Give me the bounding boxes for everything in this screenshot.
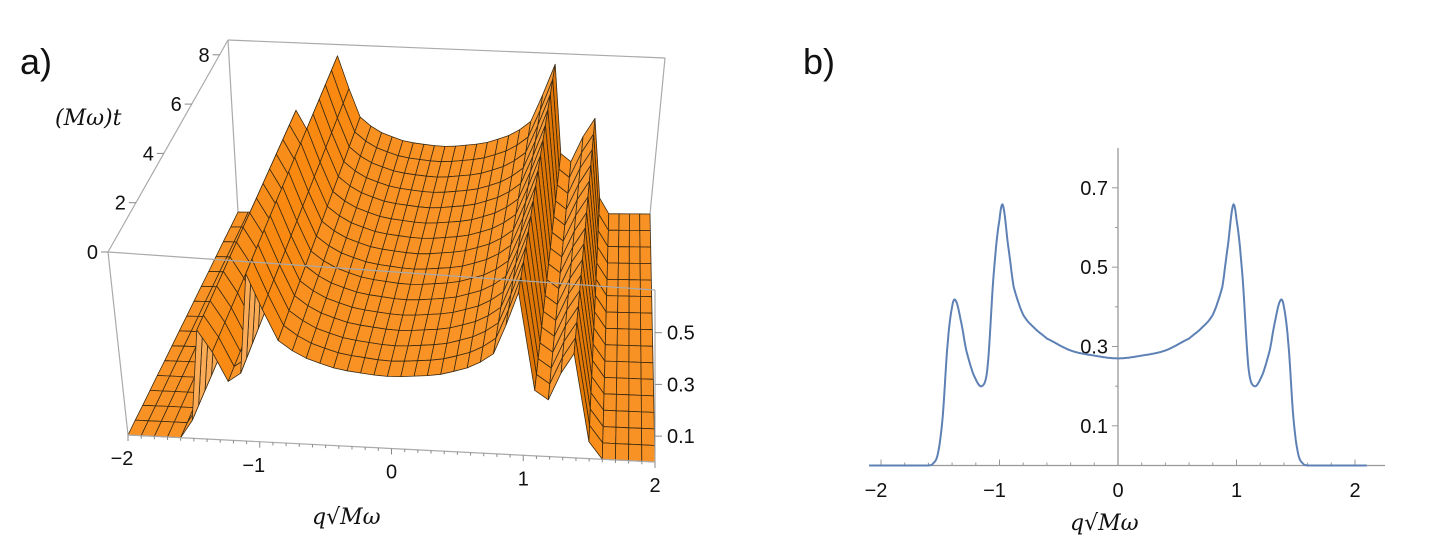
y-tick-label: 0.5: [1080, 257, 1108, 279]
surface-patch: [640, 361, 654, 380]
t-tick-label: 8: [199, 45, 210, 67]
surface-patch: [603, 377, 618, 395]
surface-patch: [639, 262, 652, 281]
surface-patch: [628, 345, 642, 363]
surface-patch: [616, 344, 630, 363]
surface-patch: [616, 377, 630, 396]
surface-patch: [617, 262, 630, 281]
surface-patch: [604, 360, 618, 379]
q-tick-label: −2: [111, 448, 134, 470]
box-edge: [649, 57, 666, 215]
t-axis-label: (Mω)t: [55, 106, 122, 131]
box-edge: [107, 251, 656, 291]
z-tick-label: 0.5: [667, 323, 695, 345]
surface-patch: [641, 427, 656, 446]
surface-patch: [639, 229, 652, 248]
surface-plot: −2 −1 0 1 2 0 2 4 6 8 0.1 0.3 0.5 (Mω)t q√Mω: [55, 39, 695, 530]
box-edge: [227, 39, 666, 59]
box-edge: [107, 251, 129, 436]
x-tick-label: 0: [1112, 480, 1123, 502]
surface-patch: [615, 443, 630, 462]
q-axis-label-b: q√Mω: [1070, 511, 1139, 536]
surface-patch: [628, 328, 642, 347]
q-tick-label: −1: [242, 455, 265, 477]
surface-patch: [602, 409, 617, 428]
surface-patch: [617, 295, 630, 314]
z-tick-label: 0.3: [667, 374, 695, 396]
box-back-edges: [227, 39, 666, 215]
surface-patch: [628, 295, 641, 314]
surface-patch: [615, 393, 630, 412]
line-plot-axes: −2 −1 0 1 2 0.1 0.3 0.5 0.7: [865, 148, 1385, 502]
t-tick-label: 0: [87, 242, 98, 264]
surface-patch: [618, 213, 630, 231]
surface-patch: [617, 311, 630, 330]
surface-patch: [616, 328, 630, 346]
q-tick-label: 0: [386, 462, 397, 484]
surface-patch: [618, 229, 630, 248]
surface-patch: [639, 246, 652, 265]
q-tick-label: 2: [649, 475, 660, 497]
surface-patch: [607, 246, 619, 264]
surface-patch: [628, 229, 641, 248]
surface-patch: [605, 295, 619, 313]
panel-label-a: a): [20, 41, 52, 82]
surface-patch: [640, 345, 654, 364]
surface-patch: [615, 410, 630, 429]
surface-patch: [604, 344, 618, 362]
surface-patch: [628, 361, 642, 380]
surface-patch: [605, 311, 618, 330]
surface-axes-ticks: −2 −1 0 1 2 0 2 4 6 8 0.1 0.3 0.5: [87, 45, 695, 497]
surface: [127, 55, 656, 463]
surface-patch: [628, 427, 643, 446]
t-tick-label: 4: [143, 143, 154, 165]
surface-patch: [606, 262, 619, 280]
surface-patch: [641, 411, 655, 430]
surface-patch: [640, 295, 653, 314]
surface-patch: [629, 213, 641, 231]
t-tick-label: 6: [171, 94, 182, 116]
y-tick-label: 0.3: [1080, 336, 1108, 358]
q-axis-label-a: q√Mω: [312, 505, 381, 530]
surface-patch: [601, 442, 617, 461]
surface-patch: [641, 444, 656, 463]
surface-patch: [608, 213, 620, 231]
surface-patch: [628, 312, 642, 330]
surface-patch: [607, 229, 620, 248]
surface-patch: [640, 328, 654, 347]
surface-patch: [628, 262, 641, 281]
surface-patch: [618, 246, 630, 264]
surface-patch: [628, 246, 641, 264]
surface-patch: [628, 443, 643, 462]
y-tick-label: 0.1: [1080, 416, 1108, 438]
surface-patch: [604, 327, 618, 346]
surface-patch: [640, 394, 655, 413]
t-tick-label: 2: [115, 193, 126, 215]
surface-patch: [640, 378, 655, 397]
surface-patch: [616, 361, 630, 379]
x-tick-label: −2: [865, 480, 888, 502]
panel-label-b: b): [803, 41, 835, 82]
x-tick-label: 2: [1349, 480, 1360, 502]
y-tick-label: 0.7: [1080, 178, 1108, 200]
z-tick-label: 0.1: [667, 426, 695, 448]
surface-patch: [603, 393, 617, 412]
box-front-edges: [107, 39, 656, 463]
box-edge: [227, 39, 239, 213]
surface-patch: [628, 394, 642, 413]
x-tick-label: −1: [983, 480, 1006, 502]
q-tick-label: 1: [518, 468, 529, 490]
surface-patch: [639, 279, 653, 298]
surface-patch: [628, 410, 642, 429]
spectral-curve: [869, 203, 1367, 467]
line-plot: −2 −1 0 1 2 0.1 0.3 0.5 0.7 q√Mω: [865, 148, 1385, 536]
box-edge: [107, 39, 229, 253]
surface-patch: [615, 426, 630, 445]
surface-patch: [628, 377, 642, 396]
surface-patch: [602, 426, 617, 445]
surface-patch: [640, 312, 653, 331]
surface-patch: [639, 213, 651, 231]
x-tick-label: 1: [1231, 480, 1242, 502]
